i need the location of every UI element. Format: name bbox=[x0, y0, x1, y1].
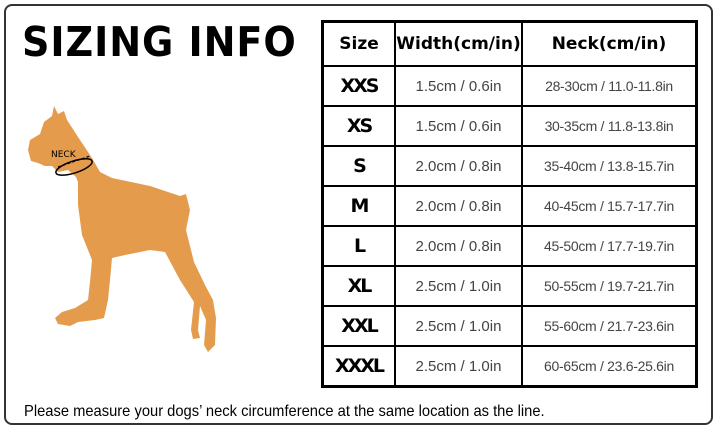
table-row: XL 2.5cm / 1.0in 50-55cm / 19.7-21.7in bbox=[321, 265, 698, 307]
table-row: XXL 2.5cm / 1.0in 55-60cm / 21.7-23.6in bbox=[321, 305, 698, 347]
cell-neck: 40-45cm / 15.7-17.7in bbox=[521, 185, 698, 227]
cell-neck: 50-55cm / 19.7-21.7in bbox=[521, 265, 698, 307]
cell-size: XS bbox=[321, 105, 396, 147]
page-title: SIZING INFO bbox=[22, 18, 297, 66]
chart-frame bbox=[4, 4, 713, 425]
cell-size: M bbox=[321, 185, 396, 227]
cell-neck: 45-50cm / 17.7-19.7in bbox=[521, 225, 698, 267]
cell-neck: 30-35cm / 11.8-13.8in bbox=[521, 105, 698, 147]
dog-illustration: NECK bbox=[28, 106, 216, 352]
cell-size: XXS bbox=[321, 65, 396, 107]
cell-width: 2.0cm / 0.8in bbox=[394, 145, 523, 187]
cell-width: 2.5cm / 1.0in bbox=[394, 345, 523, 388]
cell-width: 2.0cm / 0.8in bbox=[394, 185, 523, 227]
table-row: XXS 1.5cm / 0.6in 28-30cm / 11.0-11.8in bbox=[321, 65, 698, 107]
measure-note: Please measure your dogs’ neck circumfer… bbox=[24, 403, 545, 420]
dog-silhouette bbox=[28, 106, 216, 352]
header-width: Width(cm/in) bbox=[394, 20, 523, 67]
cell-size: XXXL bbox=[321, 345, 396, 388]
cell-width: 1.5cm / 0.6in bbox=[394, 105, 523, 147]
neck-dashed-line bbox=[57, 155, 91, 168]
table-row: L 2.0cm / 0.8in 45-50cm / 17.7-19.7in bbox=[321, 225, 698, 267]
table-header-row: Size Width(cm/in) Neck(cm/in) bbox=[321, 20, 698, 67]
neck-label: NECK bbox=[51, 150, 77, 160]
header-size: Size bbox=[321, 20, 396, 67]
cell-size: XXL bbox=[321, 305, 396, 347]
table-row: M 2.0cm / 0.8in 40-45cm / 15.7-17.7in bbox=[321, 185, 698, 227]
neck-line bbox=[55, 158, 93, 176]
table-row: XXXL 2.5cm / 1.0in 60-65cm / 23.6-25.6in bbox=[321, 345, 698, 388]
cell-width: 2.5cm / 1.0in bbox=[394, 305, 523, 347]
table-row: S 2.0cm / 0.8in 35-40cm / 13.8-15.7in bbox=[321, 145, 698, 187]
size-table: Size Width(cm/in) Neck(cm/in) XXS 1.5cm /… bbox=[321, 20, 698, 388]
cell-size: L bbox=[321, 225, 396, 267]
header-neck: Neck(cm/in) bbox=[521, 20, 698, 67]
cell-width: 2.0cm / 0.8in bbox=[394, 225, 523, 267]
cell-width: 1.5cm / 0.6in bbox=[394, 65, 523, 107]
cell-neck: 35-40cm / 13.8-15.7in bbox=[521, 145, 698, 187]
cell-neck: 28-30cm / 11.0-11.8in bbox=[521, 65, 698, 107]
table-row: XS 1.5cm / 0.6in 30-35cm / 11.8-13.8in bbox=[321, 105, 698, 147]
cell-neck: 60-65cm / 23.6-25.6in bbox=[521, 345, 698, 388]
cell-size: XL bbox=[321, 265, 396, 307]
cell-size: S bbox=[321, 145, 396, 187]
cell-width: 2.5cm / 1.0in bbox=[394, 265, 523, 307]
cell-neck: 55-60cm / 21.7-23.6in bbox=[521, 305, 698, 347]
